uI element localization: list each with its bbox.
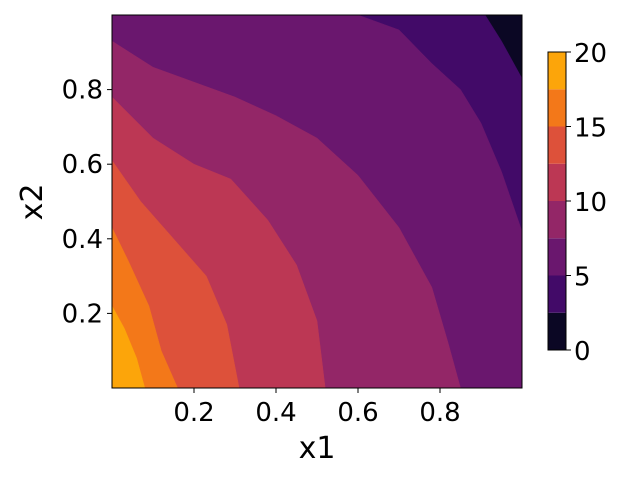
colorbar-segment bbox=[548, 238, 566, 276]
colorbar-tick-label: 10 bbox=[574, 188, 607, 218]
x-axis-label: x1 bbox=[299, 431, 336, 466]
plot-frame bbox=[111, 14, 523, 389]
colorbar: 0 5 10 15 20 bbox=[547, 39, 607, 367]
colorbar-segment bbox=[548, 312, 566, 350]
y-tick-label: 0.2 bbox=[62, 299, 103, 329]
y-axis-label: x2 bbox=[15, 184, 50, 221]
x-tick-label: 0.6 bbox=[337, 398, 378, 428]
x-tick-label: 0.8 bbox=[419, 398, 460, 428]
y-tick-label: 0.8 bbox=[62, 76, 103, 106]
colorbar-segment bbox=[548, 126, 566, 164]
colorbar-segment bbox=[548, 52, 566, 90]
colorbar-tick-label: 20 bbox=[574, 39, 607, 69]
x-tick-label: 0.2 bbox=[173, 398, 214, 428]
colorbar-tick-label: 0 bbox=[574, 337, 591, 367]
colorbar-segment bbox=[548, 275, 566, 313]
y-tick-label: 0.6 bbox=[62, 150, 103, 180]
y-axis: 0.2 0.4 0.6 0.8 bbox=[62, 76, 112, 329]
colorbar-tick-label: 5 bbox=[574, 263, 591, 293]
plot-area bbox=[112, 15, 522, 388]
x-tick-label: 0.4 bbox=[255, 398, 296, 428]
contour-band-7 bbox=[112, 305, 146, 388]
colorbar-segment bbox=[548, 201, 566, 239]
x-axis: 0.2 0.4 0.6 0.8 bbox=[173, 388, 461, 428]
colorbar-segment bbox=[548, 163, 566, 201]
colorbar-tick-label: 15 bbox=[574, 114, 607, 144]
y-tick-label: 0.4 bbox=[62, 225, 103, 255]
colorbar-segment bbox=[548, 89, 566, 127]
